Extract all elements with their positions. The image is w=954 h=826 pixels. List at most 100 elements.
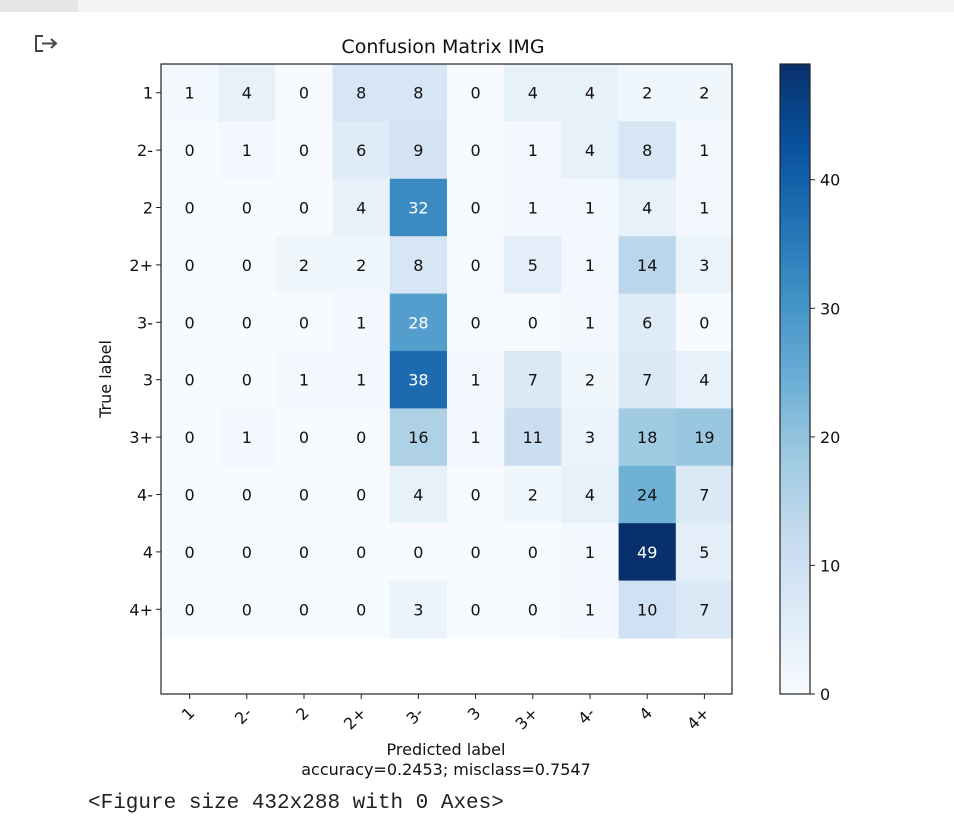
- heatmap-cell: [504, 408, 562, 467]
- heatmap-cell: [675, 178, 734, 237]
- cell-value-label: 1: [185, 84, 195, 103]
- cell-value-label: 0: [242, 486, 252, 505]
- heatmap-cell: [389, 351, 448, 409]
- x-axis-ticks: 1 2- 2 2+ 3- 3 3+ 4- 4 4+: [178, 694, 713, 734]
- cell-value-label: 2: [528, 486, 538, 505]
- heatmap-cell: [275, 64, 334, 122]
- heatmap-cell: [561, 351, 620, 409]
- heatmap-cell: [675, 121, 734, 180]
- cell-value-label: 0: [242, 256, 252, 275]
- cell-value-label: 0: [185, 486, 195, 505]
- cell-value-label: 0: [242, 600, 252, 619]
- heatmap-cell: [675, 236, 734, 295]
- heatmap-cell: [161, 351, 219, 409]
- cell-value-label: 32: [408, 199, 428, 218]
- heatmap-cell: [504, 465, 562, 524]
- y-axis-ticks: 1 2- 2 2+ 3- 3 3+ 4- 4 4+: [129, 84, 161, 619]
- colorbar: [779, 63, 811, 695]
- heatmap-cell: [675, 351, 734, 409]
- heatmap-cell: [275, 465, 334, 524]
- heatmap-cell: [618, 64, 677, 122]
- confusion-matrix-chart: Confusion Matrix IMG 1 4 0 8 8 0 4 4 2 20 1 0 6 9 0 1 4 8…: [96, 36, 840, 779]
- cell-value-label: 0: [471, 84, 481, 103]
- heatmap-cell: [161, 236, 219, 295]
- heatmap-cell: [675, 293, 734, 352]
- cell-value-label: 0: [471, 600, 481, 619]
- heatmap-cell: [218, 351, 276, 409]
- heatmap-cell: [447, 293, 505, 352]
- heatmap-cell: [447, 64, 505, 122]
- notebook-top-bar: [0, 0, 954, 12]
- x-tick-label: 3-: [403, 703, 428, 728]
- cell-value-label: 0: [242, 313, 252, 332]
- heatmap-cell: [618, 408, 677, 467]
- heatmap-cell: [161, 121, 219, 180]
- cell-value-label: 7: [699, 486, 709, 505]
- cell-value-label: 19: [694, 428, 714, 447]
- cell-value-label: 0: [356, 486, 366, 505]
- colorbar-ticks: 0 10 20 30 40: [810, 171, 840, 704]
- cell-value-label: 0: [356, 428, 366, 447]
- heatmap-cell: [504, 64, 562, 122]
- y-tick-label: 4+: [129, 600, 153, 619]
- y-tick-label: 3: [143, 371, 153, 390]
- heatmap-cell: [504, 351, 562, 409]
- heatmap-cell: [275, 293, 334, 352]
- cell-value-label: 6: [642, 313, 652, 332]
- heatmap-cell: [218, 121, 276, 180]
- heatmap-cell: [618, 523, 677, 582]
- cell-value-label: 0: [299, 141, 309, 160]
- cell-value-label: 0: [185, 313, 195, 332]
- cell-value-label: 28: [408, 313, 428, 332]
- heatmap-cell: [389, 178, 448, 237]
- cell-value-label: 0: [185, 141, 195, 160]
- cell-value-label: 1: [242, 141, 252, 160]
- heatmap-cell: [275, 408, 334, 467]
- cell-value-label: 1: [471, 428, 481, 447]
- cell-value-label: 0: [413, 543, 423, 562]
- heatmap-cell: [161, 293, 219, 352]
- y-tick-label: 2: [143, 199, 153, 218]
- x-axis-label: Predicted label: [387, 740, 506, 759]
- cell-value-label: 4: [585, 486, 595, 505]
- heatmap-cell: [218, 580, 276, 639]
- cell-value-label: 0: [299, 313, 309, 332]
- heatmap-cell: [675, 64, 734, 122]
- cell-value-label: 0: [242, 371, 252, 390]
- cell-value-label: 0: [185, 199, 195, 218]
- heatmap-cell: [447, 236, 505, 295]
- cell-value-label: 5: [699, 543, 709, 562]
- heatmap-cell: [275, 178, 334, 237]
- heatmap-cell: [561, 236, 620, 295]
- cell-value-label: 14: [637, 256, 657, 275]
- chart-title: Confusion Matrix IMG: [341, 36, 544, 58]
- x-axis-note: accuracy=0.2453; misclass=0.7547: [301, 760, 591, 779]
- cell-value-label: 4: [699, 371, 709, 390]
- cell-value-label: 8: [413, 84, 423, 103]
- colorbar-tick-label: 0: [820, 685, 830, 704]
- x-tick-label: 4: [635, 703, 656, 724]
- heatmap-cell: [332, 178, 391, 237]
- x-tick-label: 3+: [512, 703, 542, 733]
- cell-value-label: 4: [528, 84, 538, 103]
- cell-value-label: 0: [185, 543, 195, 562]
- heatmap-cell: [561, 523, 620, 582]
- output-arrow-icon[interactable]: [34, 32, 60, 54]
- heatmap-cell: [675, 523, 734, 582]
- cell-value-label: 0: [185, 371, 195, 390]
- heatmap-cell: [332, 523, 391, 582]
- y-tick-label: 3+: [129, 428, 153, 447]
- heatmap-cell: [447, 178, 505, 237]
- cell-value-label: 4: [642, 199, 652, 218]
- x-tick-label: 2+: [340, 703, 370, 733]
- colorbar-tick-label: 20: [820, 428, 840, 447]
- cell-value-label: 2: [642, 84, 652, 103]
- cell-value-label: 1: [585, 543, 595, 562]
- colorbar-tick-label: 40: [820, 171, 840, 190]
- heatmap-cell: [332, 465, 391, 524]
- cell-value-label: 0: [185, 428, 195, 447]
- cell-value-label: 8: [642, 141, 652, 160]
- heatmap-cell: [618, 121, 677, 180]
- cell-value-label: 0: [471, 313, 481, 332]
- cell-value-label: 7: [699, 600, 709, 619]
